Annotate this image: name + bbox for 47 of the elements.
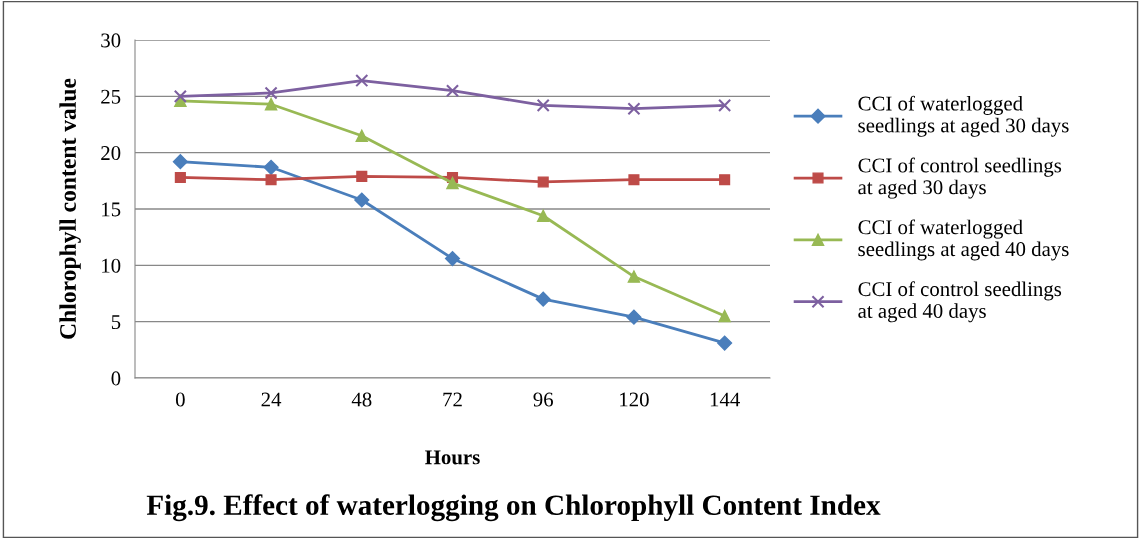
- point: [264, 97, 278, 111]
- y-tick-label: 15: [102, 202, 121, 217]
- y-tick-label: 10: [102, 258, 121, 273]
- x-tick-label: 72: [443, 392, 462, 407]
- legend-label: CCI of control seedlings at aged 30 days: [858, 157, 1062, 199]
- point: [445, 84, 460, 98]
- x-tick-label: 144: [710, 392, 740, 407]
- point: [444, 251, 461, 267]
- y-tick-label: 0: [111, 371, 121, 386]
- point: [719, 174, 731, 186]
- point: [536, 98, 550, 112]
- point: [356, 170, 368, 182]
- point: [535, 291, 551, 307]
- x-tick-label: 96: [533, 392, 554, 407]
- x-axis-title: Hours: [425, 450, 480, 465]
- point: [174, 171, 186, 184]
- point: [354, 192, 370, 208]
- x-tick-label: 48: [351, 392, 372, 407]
- point: [355, 73, 369, 88]
- point: [627, 102, 641, 116]
- point: [446, 176, 459, 190]
- point: [264, 86, 278, 100]
- point: [355, 129, 369, 143]
- y-tick-label: 20: [101, 146, 121, 161]
- y-axis-title: Chlorophyll content value: [59, 78, 81, 339]
- point: [172, 154, 188, 170]
- point: [626, 309, 642, 325]
- point: [265, 174, 277, 186]
- x-tick-label: 120: [620, 392, 649, 407]
- point: [263, 159, 279, 175]
- point: [718, 98, 732, 112]
- point: [536, 209, 550, 223]
- x-tick-label: 24: [261, 392, 282, 407]
- point: [173, 89, 187, 103]
- point: [627, 270, 641, 283]
- point: [717, 335, 733, 351]
- legend-label: CCI of waterlogged seedlings at aged 30 days: [858, 95, 1069, 137]
- legend-label: CCI of waterlogged seedlings at aged 40 days: [858, 219, 1069, 261]
- x-tick-label: 0: [175, 392, 185, 407]
- y-tick-label: 30: [101, 33, 121, 48]
- point: [628, 174, 640, 186]
- point: [718, 309, 731, 323]
- legend-label: CCI of control seedlings at aged 40 days: [858, 281, 1062, 323]
- y-tick-label: 5: [111, 315, 121, 330]
- text: Fig.9. Effect of waterlogging on Chlorophyll Content Index: [146, 494, 881, 522]
- point: [537, 176, 549, 188]
- y-tick-label: 25: [101, 89, 121, 104]
